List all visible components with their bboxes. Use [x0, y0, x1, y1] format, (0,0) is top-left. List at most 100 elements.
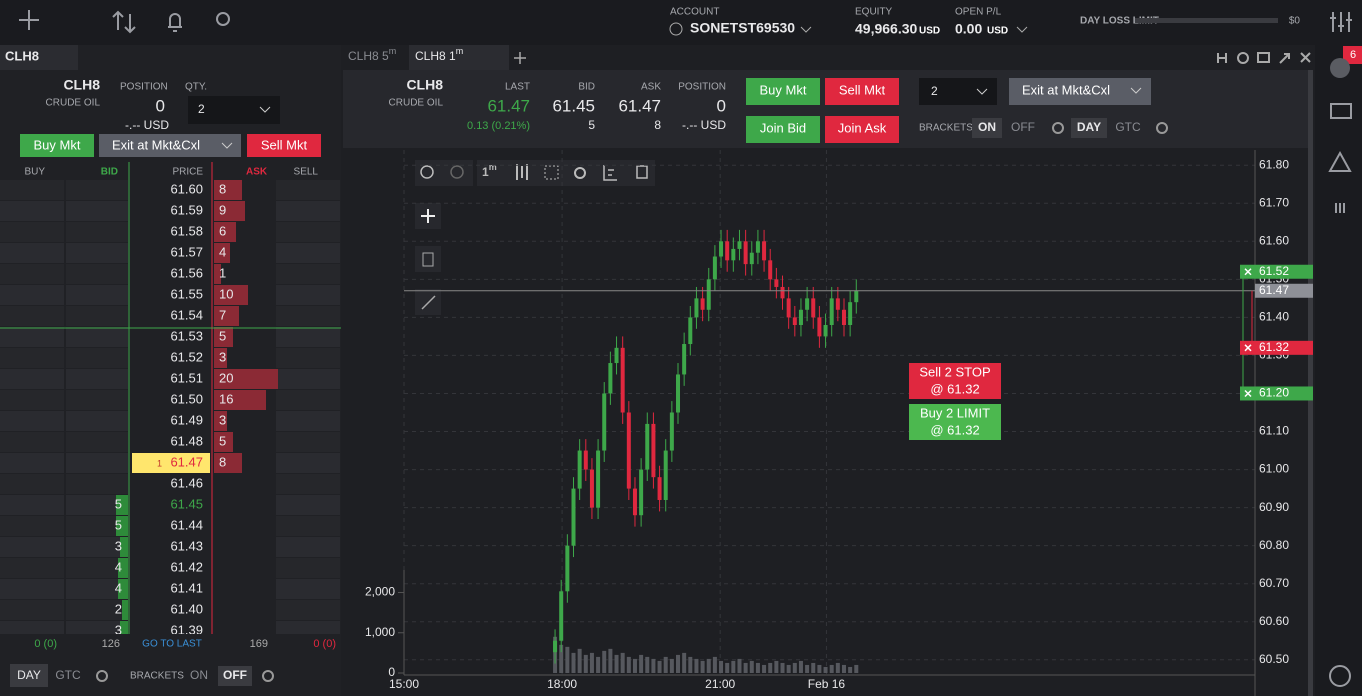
bid-cell[interactable] [66, 516, 128, 536]
exit-label[interactable]: Exit at Mkt&Cxl [112, 137, 200, 152]
tif-day[interactable]: DAY [17, 668, 41, 682]
sell-cell[interactable] [276, 474, 340, 494]
cancel-icon[interactable] [1244, 389, 1252, 398]
tif-gtc[interactable]: GTC [1115, 120, 1141, 134]
add-tab[interactable] [514, 52, 526, 64]
sell-cell[interactable] [276, 201, 340, 221]
price[interactable]: 61.53 [170, 328, 203, 343]
panel-close[interactable] [1300, 52, 1311, 63]
price[interactable]: 61.51 [170, 370, 203, 385]
price[interactable]: 61.39 [170, 622, 203, 637]
sell-cell[interactable] [276, 600, 340, 620]
bid-cell[interactable] [66, 390, 128, 410]
sell-cell[interactable] [276, 243, 340, 263]
alert-icon[interactable] [1328, 150, 1352, 172]
sell-label[interactable]: Sell Mkt [839, 82, 886, 97]
bid-cell[interactable] [66, 306, 128, 326]
price[interactable]: 61.58 [170, 223, 203, 238]
panel-popout[interactable] [1279, 53, 1290, 64]
price[interactable]: 61.50 [170, 391, 203, 406]
sell-cell[interactable] [276, 432, 340, 452]
bid-cell[interactable] [66, 474, 128, 494]
price-tag[interactable] [1240, 386, 1313, 401]
join-bid-button[interactable] [746, 116, 820, 143]
buy-cell[interactable] [0, 285, 64, 305]
buy-cell[interactable] [0, 327, 64, 347]
buy-cell[interactable] [0, 516, 64, 536]
price[interactable]: 61.47 [170, 454, 203, 469]
sell-cell[interactable] [276, 264, 340, 284]
price[interactable]: 61.42 [170, 559, 203, 574]
bid-cell[interactable] [66, 348, 128, 368]
sell-cell[interactable] [276, 516, 340, 536]
ladder-tab[interactable]: CLH8 [5, 48, 39, 63]
exit-dropdown[interactable] [1130, 87, 1142, 94]
zoom-in[interactable] [420, 165, 434, 179]
join-ask-label[interactable]: Join Ask [838, 120, 887, 135]
sell-cell[interactable] [276, 285, 340, 305]
sell-cell[interactable] [276, 369, 340, 389]
bid-cell[interactable] [66, 495, 128, 515]
interval-unit[interactable]: m [489, 162, 497, 172]
buy-cell[interactable] [0, 348, 64, 368]
transfer-icon[interactable] [112, 10, 136, 34]
exit-dropdown[interactable] [221, 142, 233, 149]
indicator-tool[interactable] [603, 165, 617, 181]
price[interactable]: 61.40 [170, 601, 203, 616]
price[interactable]: 61.56 [170, 265, 203, 280]
columns-icon[interactable] [1335, 203, 1345, 213]
price[interactable]: 61.48 [170, 433, 203, 448]
brackets-off[interactable]: OFF [1011, 120, 1035, 134]
price[interactable]: 61.46 [170, 475, 203, 490]
price-tag[interactable] [1240, 264, 1313, 279]
brackets-off[interactable]: OFF [223, 668, 247, 682]
bid-cell[interactable] [66, 180, 128, 200]
gear-icon[interactable] [96, 670, 108, 682]
sell-cell[interactable] [276, 348, 340, 368]
select-tool[interactable] [544, 165, 559, 180]
sell-cell[interactable] [276, 579, 340, 599]
chart-tab[interactable]: CLH8 1m [415, 46, 463, 63]
sell-cell[interactable] [276, 495, 340, 515]
qty-dropdown[interactable] [976, 88, 988, 95]
buy-cell[interactable] [0, 432, 64, 452]
on-button[interactable] [972, 118, 1002, 138]
pl-dropdown[interactable] [1016, 26, 1028, 33]
sell-cell[interactable] [276, 411, 340, 431]
zoom-group[interactable] [415, 160, 473, 186]
exit-label[interactable]: Exit at Mkt&Cxl [1022, 82, 1110, 97]
sell-cell[interactable] [276, 453, 340, 473]
sell-cell[interactable] [276, 390, 340, 410]
buy-cell[interactable] [0, 243, 64, 263]
qty-input[interactable] [188, 96, 280, 124]
chart-gear[interactable] [574, 167, 586, 179]
account[interactable]: SONETST69530 [690, 20, 795, 36]
sell-cell[interactable] [276, 180, 340, 200]
buy-cell[interactable] [0, 537, 64, 557]
note-tool[interactable] [415, 246, 441, 272]
tif-gtc[interactable]: GTC [55, 668, 81, 682]
buy-button[interactable] [20, 134, 94, 157]
price[interactable]: 61.52 [170, 349, 203, 364]
bid-cell[interactable] [66, 369, 128, 389]
day-button[interactable] [10, 664, 48, 687]
bid-cell[interactable] [66, 453, 128, 473]
day-button[interactable] [1071, 118, 1107, 138]
buy-cell[interactable] [0, 201, 64, 221]
join-bid-label[interactable]: Join Bid [760, 120, 806, 135]
gear-icon[interactable] [1052, 122, 1064, 134]
exit-button[interactable] [1009, 78, 1151, 105]
buy-button[interactable] [746, 78, 820, 105]
tab-name[interactable]: CLH8 5 [348, 49, 389, 63]
price[interactable]: 61.49 [170, 412, 203, 427]
buy-cell[interactable] [0, 411, 64, 431]
order-box[interactable] [909, 404, 1001, 440]
sell-cell[interactable] [276, 222, 340, 242]
buy-cell[interactable] [0, 222, 64, 242]
buy-label[interactable]: Buy Mkt [34, 137, 81, 152]
buy-label[interactable]: Buy Mkt [760, 82, 807, 97]
price[interactable]: 61.43 [170, 538, 203, 553]
bid-cell[interactable] [66, 201, 128, 221]
bid-cell[interactable] [66, 285, 128, 305]
buy-cell[interactable] [0, 474, 64, 494]
